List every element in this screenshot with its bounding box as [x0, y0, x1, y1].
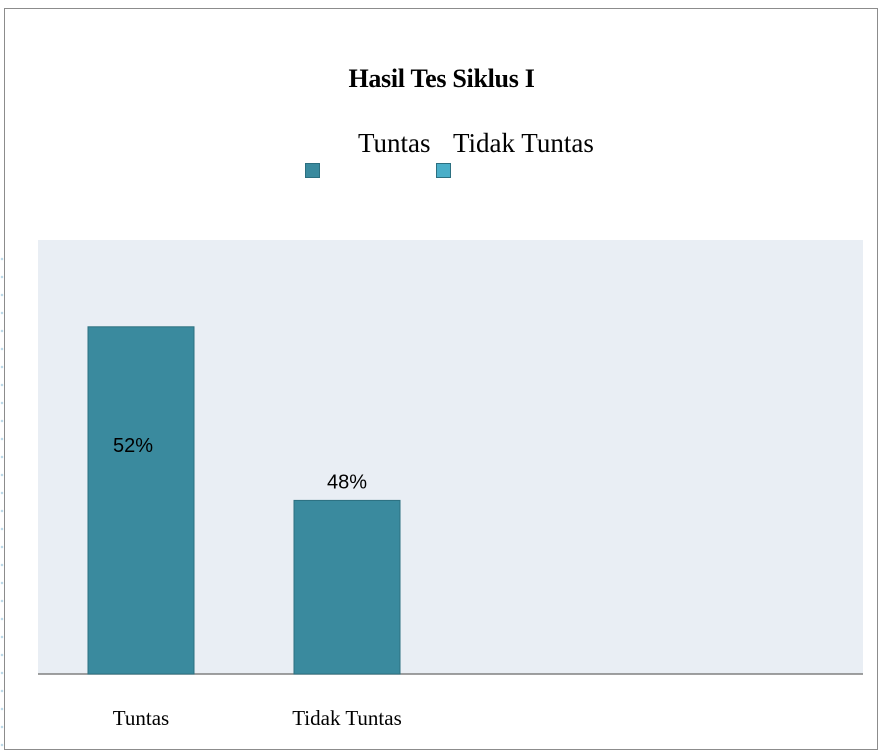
bar-tidak-tuntas — [294, 500, 400, 674]
data-label-tuntas: 52% — [113, 435, 153, 457]
bar-tuntas — [88, 327, 194, 674]
category-label-tidak-tuntas: Tidak Tuntas — [292, 706, 402, 730]
data-label-tidak-tuntas: 48% — [327, 471, 367, 493]
category-label-tuntas: Tuntas — [113, 706, 169, 730]
